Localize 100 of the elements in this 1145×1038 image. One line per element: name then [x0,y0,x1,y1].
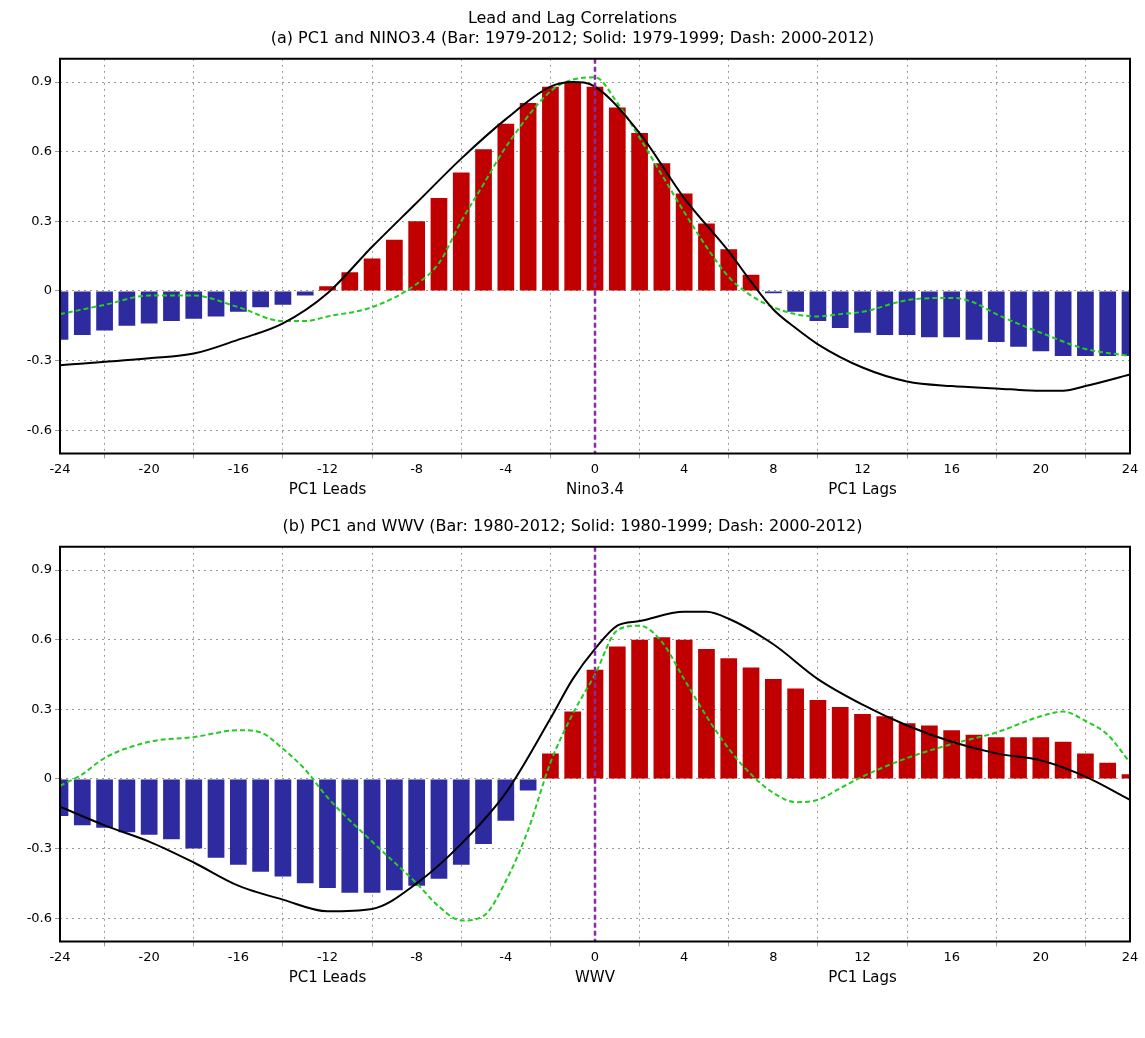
bar [809,291,827,322]
x-tick-label: 4 [680,948,689,964]
y-tick-label: -0.6 [26,909,52,925]
y-tick-label: -0.3 [26,351,52,367]
x-axis-title: WWV [575,968,615,986]
bar [1077,291,1094,356]
x-tick-label: 20 [1032,948,1050,964]
bar [631,133,648,291]
text: PC1 Leads [288,480,367,498]
bar [1099,762,1117,779]
bar [608,646,626,779]
y-tick-label: 0.6 [31,143,52,159]
bar [229,291,247,312]
text: PC1 Lags [828,968,897,986]
bar [341,779,359,893]
x-tick-label: -4 [499,948,513,964]
bar [296,779,314,884]
bar [73,291,91,336]
bar [386,779,403,891]
bar [898,723,916,779]
bar [497,123,515,291]
chart-title: (b) PC1 and WWV (Bar: 1980-2012; Solid: 1980-1999; Dash: 2000-2012) [281,516,864,536]
x-tick-label: -4 [499,460,513,476]
bar [408,221,426,291]
bar [564,711,582,779]
x-tick-label: 16 [943,460,960,476]
bar [96,291,113,331]
y-tick-label: 0 [43,282,52,298]
x-tick-label: -20 [138,460,160,476]
bar [319,779,336,889]
bar [363,258,381,291]
x-tick-label: 24 [1121,460,1139,476]
chart-subtitle: (a) PC1 and NINO3.4 (Bar: 1979-2012; Solid: 1979-1999; Dash: 2000-2012) [269,28,876,48]
bar [542,753,559,779]
chart-title: Lead and Lag Correlations [466,8,679,28]
x-tick-label: -16 [227,948,249,964]
x-tick-label: -12 [316,948,339,964]
x-tick-label: 12 [854,948,871,964]
x-tick-label: 0 [590,460,600,476]
bar [1010,291,1027,347]
x-axis-title: Nino3.4 [566,480,624,498]
bar [229,779,247,865]
text: PC1 Leads [288,968,367,986]
x-tick-label: -8 [410,460,424,476]
bar [1077,753,1094,779]
bar [252,291,269,308]
bar [943,291,961,338]
bar [274,291,292,305]
x-tick-label: 8 [769,948,778,964]
bar [921,725,938,779]
x-tick-label: 20 [1032,460,1050,476]
bar [1099,291,1117,356]
bar [118,779,136,833]
bar [831,291,849,329]
y-tick-label: 0.3 [31,212,52,228]
bar [787,688,804,779]
bar [1032,291,1050,352]
bar [564,82,582,291]
bar [1032,737,1050,779]
x-tick-label: 0 [590,948,600,964]
x-tick-label: 24 [1121,948,1139,964]
y-tick-label: 0 [43,770,52,786]
bar [430,779,448,879]
x-tick-label: 16 [943,948,960,964]
bar [1010,737,1027,779]
y-tick-label: 0.9 [31,73,52,89]
bar [497,779,515,821]
bar [876,716,894,779]
text: PC1 Lags [828,480,897,498]
bar [876,291,894,336]
bar [542,86,559,291]
x-tick-label: -24 [49,948,71,964]
x-tick-label: 12 [854,460,871,476]
bar [653,637,671,779]
x-tick-label: 8 [769,460,778,476]
bar [698,223,715,291]
bar [987,737,1005,779]
bar [185,291,203,319]
bar [1054,291,1072,356]
bar [452,172,470,291]
bar [296,291,314,296]
x-tick-label: -20 [138,948,160,964]
bar [140,779,158,835]
bar [252,779,269,872]
bar [452,779,470,865]
y-tick-label: -0.6 [26,421,52,437]
bar [163,779,180,840]
bar [430,198,448,291]
bar [163,291,180,322]
bar [274,779,292,877]
bar [675,639,693,779]
bar [519,102,537,291]
x-tick-label: -12 [316,460,339,476]
bar [787,291,804,312]
bar [207,291,225,317]
bar [854,291,871,333]
bar [965,291,983,340]
x-tick-label: -24 [49,460,71,476]
x-tick-label: -8 [410,948,424,964]
bar [475,779,492,844]
